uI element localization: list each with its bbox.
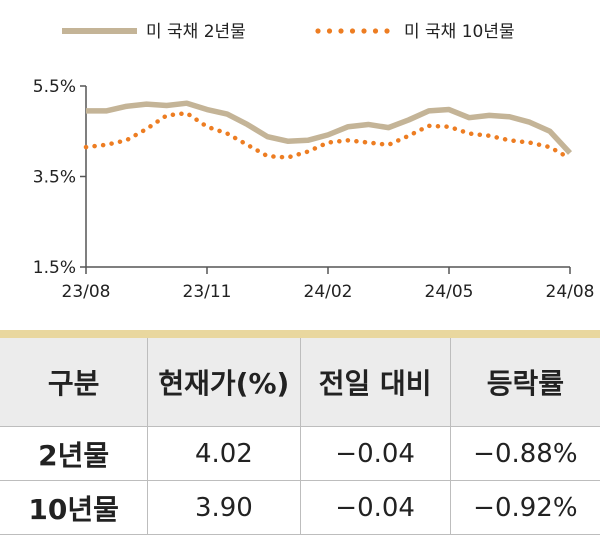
legend-dot-10y <box>315 28 321 34</box>
series-line-2y <box>86 100 573 155</box>
table-header-row: 구분 현재가(%) 전일 대비 등락률 <box>0 338 600 427</box>
x-tick-label: 24/02 <box>304 282 353 302</box>
row-current-price: 3.90 <box>148 481 301 534</box>
row-current-price: 4.02 <box>148 427 301 480</box>
y-tick-label: 1.5% <box>33 258 76 278</box>
header-category: 구분 <box>0 338 149 426</box>
x-tick-label: 23/11 <box>183 282 232 302</box>
header-change-rate: 등락률 <box>486 367 565 400</box>
x-tick-label: 24/08 <box>546 282 595 302</box>
yield-table: 구분 현재가(%) 전일 대비 등락률 2년물 4.02 −0.04 −0.88… <box>0 330 600 535</box>
header-current-price: 현재가(%) <box>148 338 301 426</box>
y-tick-label: 3.5% <box>33 168 76 188</box>
table-row: 2년물 4.02 −0.04 −0.88% <box>0 427 600 481</box>
row-label: 2년물 <box>0 427 149 480</box>
x-tick-label: 23/08 <box>62 282 111 302</box>
legend-label-2y: 미 국채 2년물 <box>146 22 246 42</box>
table-accent-bar <box>0 330 600 338</box>
row-change-rate: −0.92% <box>473 492 578 523</box>
legend-dot-10y <box>384 28 390 34</box>
yield-line-chart: 미 국채 2년물 미 국채 10년물 5.5% 3.5% 1.5% 23/08 23/… <box>33 22 595 302</box>
header-change: 전일 대비 <box>301 338 451 426</box>
legend-label-10y: 미 국채 10년물 <box>404 22 515 42</box>
x-tick-label: 24/05 <box>425 282 474 302</box>
y-tick-label: 5.5% <box>33 77 76 97</box>
row-label: 10년물 <box>0 481 149 534</box>
legend-swatch-10y <box>315 28 390 34</box>
table-row: 10년물 3.90 −0.04 −0.92% <box>0 481 600 535</box>
legend-dot-10y <box>338 28 344 34</box>
row-change: −0.04 <box>301 481 451 534</box>
legend-dot-10y <box>326 28 333 34</box>
legend-dot-10y <box>349 28 356 34</box>
legend-dot-10y <box>361 28 367 34</box>
row-change: −0.04 <box>301 427 451 480</box>
row-change-rate: −0.88% <box>473 438 578 469</box>
series-line-10y <box>83 110 573 161</box>
legend-dot-10y <box>372 28 379 34</box>
